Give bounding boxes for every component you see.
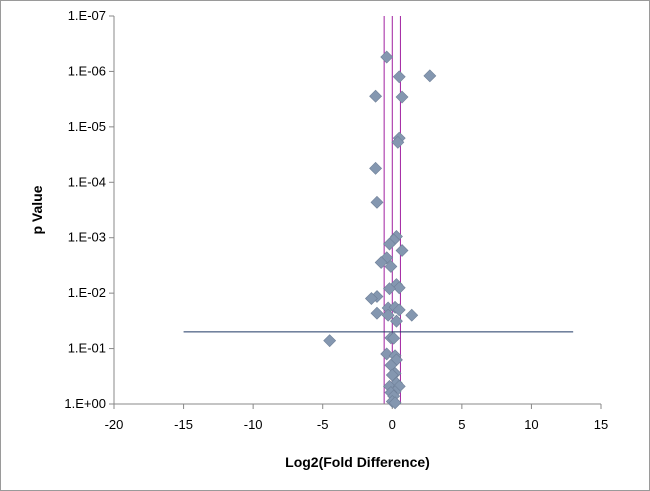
data-point bbox=[392, 303, 406, 317]
y-tick-labels: 1.E+00 1.E-01 1.E-02 1.E-03 1.E-04 1.E-05 1.E-… bbox=[64, 8, 106, 411]
x-tick-label: -10 bbox=[244, 417, 263, 432]
axes bbox=[109, 15, 602, 409]
data-point bbox=[387, 331, 401, 345]
data-point bbox=[392, 70, 406, 84]
data-point bbox=[383, 237, 396, 251]
x-axis-title: Log2(Fold Difference) bbox=[285, 454, 430, 470]
data-point bbox=[364, 292, 378, 305]
y-tick-label: 1.E-01 bbox=[68, 341, 106, 356]
data-point bbox=[369, 89, 383, 103]
y-tick-label: 1.E-07 bbox=[68, 8, 106, 23]
x-tick-label: 0 bbox=[389, 417, 396, 432]
data-point bbox=[374, 256, 388, 269]
x-tick-label: -20 bbox=[105, 417, 124, 432]
data-point bbox=[388, 396, 402, 410]
x-tick-labels: -20 -15 -10 -5 0 5 10 15 bbox=[105, 417, 609, 432]
data-point bbox=[380, 50, 394, 64]
x-tick-label: 10 bbox=[524, 417, 538, 432]
x-tick-label: 5 bbox=[458, 417, 465, 432]
data-point bbox=[390, 314, 403, 328]
x-tick-label: -15 bbox=[174, 417, 193, 432]
reference-lines bbox=[183, 16, 574, 404]
data-point bbox=[423, 69, 437, 83]
data-point bbox=[323, 334, 337, 348]
data-point bbox=[383, 282, 396, 296]
data-point bbox=[370, 195, 384, 209]
x-tick-label: -5 bbox=[317, 417, 329, 432]
data-point bbox=[395, 244, 409, 257]
data-point bbox=[395, 90, 409, 104]
data-point bbox=[392, 281, 406, 295]
data-points bbox=[323, 50, 437, 410]
y-tick-label: 1.E-05 bbox=[68, 119, 106, 134]
data-point bbox=[381, 308, 395, 322]
data-point bbox=[370, 306, 384, 320]
data-point bbox=[384, 260, 398, 273]
data-point bbox=[405, 308, 419, 322]
y-axis-title: p Value bbox=[29, 185, 45, 234]
y-tick-label: 1.E-02 bbox=[68, 285, 106, 300]
data-point bbox=[369, 161, 383, 175]
y-tick-label: 1.E+00 bbox=[64, 396, 106, 411]
y-tick-label: 1.E-06 bbox=[68, 63, 106, 78]
x-tick-label: 15 bbox=[594, 417, 608, 432]
y-tick-label: 1.E-03 bbox=[68, 230, 106, 245]
y-tick-label: 1.E-04 bbox=[68, 174, 106, 189]
data-point bbox=[380, 347, 394, 361]
data-point bbox=[391, 135, 405, 149]
